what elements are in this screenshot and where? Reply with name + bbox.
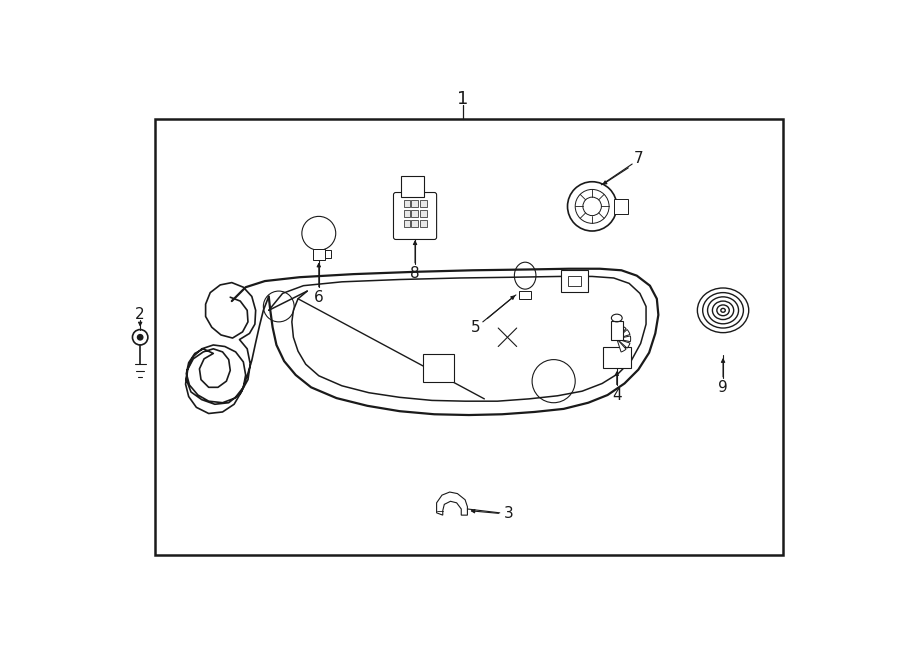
Circle shape xyxy=(138,334,143,340)
Wedge shape xyxy=(616,339,630,348)
Bar xyxy=(325,251,331,258)
Bar xyxy=(423,354,454,382)
Wedge shape xyxy=(616,330,630,339)
Text: 1: 1 xyxy=(457,90,469,108)
Bar xyxy=(519,291,531,299)
Bar xyxy=(401,176,424,197)
Wedge shape xyxy=(616,339,626,352)
Bar xyxy=(614,199,627,214)
Text: 5: 5 xyxy=(471,320,481,334)
Wedge shape xyxy=(616,336,631,342)
Bar xyxy=(403,200,410,207)
Text: 9: 9 xyxy=(718,380,728,395)
Bar xyxy=(420,220,427,227)
Text: 3: 3 xyxy=(504,506,514,521)
Bar xyxy=(411,220,418,227)
Bar xyxy=(610,321,623,340)
Text: 6: 6 xyxy=(314,290,324,305)
Text: 8: 8 xyxy=(410,266,420,281)
Bar xyxy=(603,346,631,368)
Text: 4: 4 xyxy=(612,387,622,403)
Bar xyxy=(568,276,581,286)
Bar xyxy=(420,200,427,207)
Wedge shape xyxy=(616,326,626,339)
Bar xyxy=(411,210,418,217)
Bar xyxy=(155,120,783,555)
Bar xyxy=(403,210,410,217)
Text: 7: 7 xyxy=(634,151,643,166)
FancyBboxPatch shape xyxy=(393,192,436,239)
Text: 2: 2 xyxy=(135,307,145,322)
Bar xyxy=(411,200,418,207)
Bar xyxy=(312,249,325,260)
Bar xyxy=(403,220,410,227)
Bar xyxy=(420,210,427,217)
Bar xyxy=(562,270,589,292)
